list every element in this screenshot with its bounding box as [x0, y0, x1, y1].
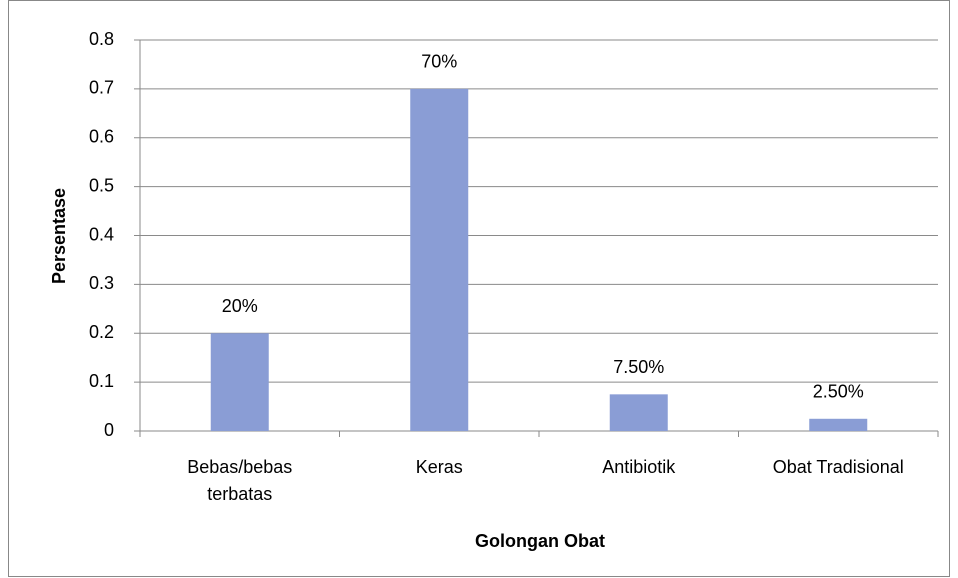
bar: [210, 333, 269, 431]
data-label: 7.50%: [613, 357, 664, 377]
y-tick-label: 0.4: [89, 224, 114, 244]
x-axis-title: Golongan Obat: [475, 531, 605, 551]
y-tick-label: 0.3: [89, 273, 114, 293]
y-tick-label: 0: [104, 420, 114, 440]
y-tick-label: 0.6: [89, 127, 114, 147]
x-tick-label: Obat Tradisional: [772, 457, 904, 477]
data-label: 2.50%: [813, 382, 864, 402]
y-tick-label: 0.8: [89, 29, 114, 49]
y-axis-title: Persentase: [49, 188, 69, 284]
bar: [410, 88, 469, 431]
y-tick-label: 0.2: [89, 322, 114, 342]
y-tick-label: 0.1: [89, 371, 114, 391]
data-label: 20%: [222, 296, 258, 316]
bar: [609, 394, 668, 431]
chart-border: [8, 0, 950, 577]
x-tick-label: Bebas/bebas terbatas: [187, 457, 293, 504]
x-tick-label: Antibiotik: [602, 457, 676, 477]
data-label: 70%: [421, 52, 457, 72]
bar: [809, 418, 868, 431]
x-tick-label: Keras: [415, 457, 463, 477]
y-tick-label: 0.5: [89, 175, 114, 195]
y-tick-label: 0.7: [89, 78, 114, 98]
